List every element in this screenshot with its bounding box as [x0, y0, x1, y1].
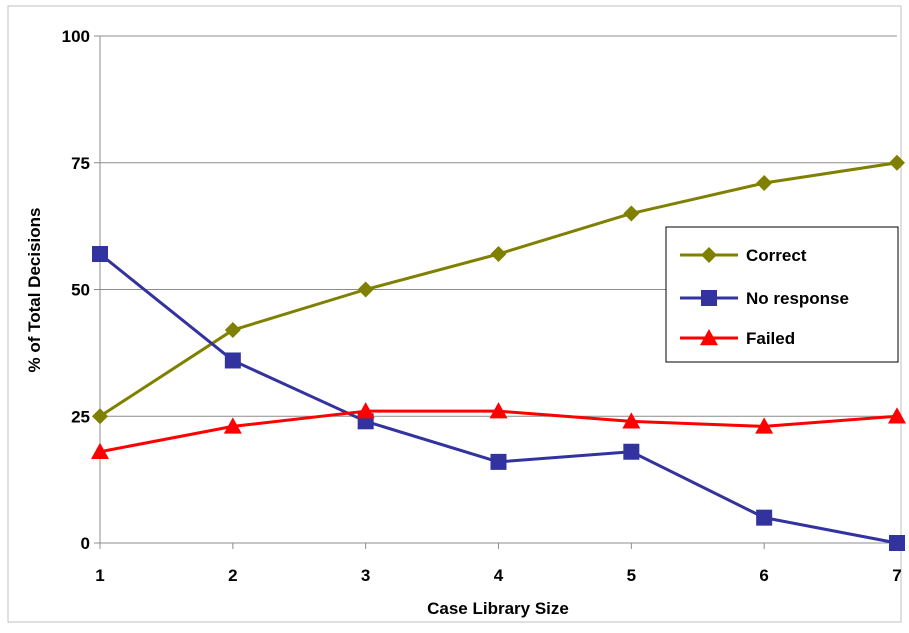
data-point-no-response — [92, 246, 108, 263]
legend-item-no-response: No response — [680, 289, 849, 308]
y-tick-label: 100 — [62, 27, 90, 46]
legend: Correct No response Failed — [665, 226, 899, 363]
y-tick-label: 75 — [71, 154, 90, 173]
data-point-failed — [356, 402, 375, 419]
legend-marker-no-response — [701, 290, 717, 306]
data-point-failed — [755, 417, 774, 434]
y-tick-label: 50 — [71, 281, 90, 300]
x-tick-label: 5 — [627, 566, 636, 585]
data-point-failed — [622, 412, 641, 429]
legend-label-no-response: No response — [746, 289, 849, 308]
legend-label-correct: Correct — [746, 246, 807, 265]
x-tick-label: 4 — [494, 566, 504, 585]
x-tick-label: 2 — [228, 566, 237, 585]
legend-item-correct: Correct — [680, 246, 807, 265]
data-point-correct — [357, 281, 374, 298]
x-tick-label: 3 — [361, 566, 370, 585]
legend-marker-correct — [701, 247, 717, 263]
data-point-correct — [756, 175, 773, 192]
data-point-no-response — [623, 443, 640, 460]
data-point-correct — [889, 154, 905, 171]
data-point-correct — [490, 246, 507, 263]
data-point-correct — [623, 205, 640, 222]
legend-item-failed: Failed — [680, 329, 795, 348]
x-tick-label: 6 — [759, 566, 768, 585]
data-point-failed — [489, 402, 508, 419]
x-axis-title: Case Library Size — [427, 599, 569, 618]
x-tick-label: 1 — [95, 566, 104, 585]
series-failed — [91, 402, 906, 459]
data-point-correct — [92, 408, 108, 425]
legend-label-failed: Failed — [746, 329, 795, 348]
data-point-failed — [888, 407, 906, 424]
data-point-no-response — [490, 453, 507, 470]
x-tick-label: 7 — [892, 566, 901, 585]
data-point-failed — [91, 442, 109, 459]
axes: 0 25 50 75 100 1 2 3 4 5 6 7 — [62, 27, 902, 585]
series-layer — [91, 154, 906, 551]
legend-marker-failed — [700, 329, 718, 346]
data-point-failed — [223, 417, 242, 434]
data-point-correct — [224, 322, 241, 339]
data-point-no-response — [889, 535, 905, 551]
y-tick-label: 25 — [71, 407, 90, 426]
series-correct — [92, 154, 905, 425]
y-tick-label: 0 — [81, 534, 90, 553]
y-axis-title: % of Total Decisions — [25, 208, 44, 373]
data-point-no-response — [756, 509, 773, 526]
data-point-no-response — [224, 352, 241, 369]
series-no-response — [92, 246, 905, 551]
